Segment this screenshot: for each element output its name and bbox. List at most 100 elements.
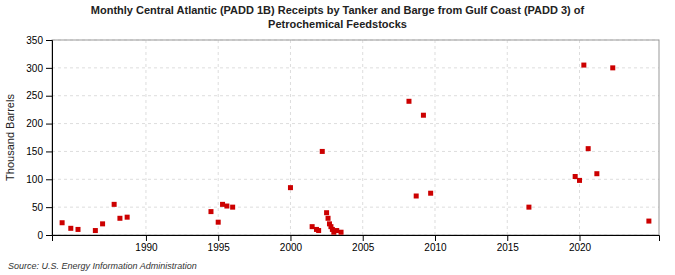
- point: [594, 171, 599, 176]
- point: [216, 220, 221, 225]
- x-grid-line: [218, 40, 219, 235]
- point: [334, 228, 339, 233]
- x-tick-mark: [435, 235, 436, 241]
- title: Monthly Central Atlantic (PADD 1B) Recei…: [91, 4, 585, 30]
- point: [316, 228, 321, 233]
- point: [586, 146, 591, 151]
- x-tick-mark: [507, 235, 508, 241]
- point: [320, 149, 325, 154]
- y-tick: 50: [32, 202, 52, 213]
- plot: 1990 1995 2000 2005 2010 2015 2020 0 50 100 150 200…: [26, 35, 659, 253]
- point: [581, 63, 586, 68]
- y-tick-mark: [46, 96, 52, 97]
- y-tick-label: 300: [26, 63, 43, 74]
- y-grid-line: [52, 95, 659, 96]
- point: [310, 224, 315, 229]
- y-tick-label: 200: [26, 118, 43, 129]
- y-tick-mark: [46, 179, 52, 180]
- x-tick-label: 2000: [280, 242, 303, 253]
- y-tick-mark: [46, 235, 52, 236]
- point: [646, 219, 651, 224]
- x-tick-mark: [146, 235, 147, 241]
- y-tick-label: 350: [26, 35, 43, 46]
- x-tick-mark: [580, 235, 581, 241]
- y-tick: 0: [37, 230, 52, 241]
- point: [428, 191, 433, 196]
- point: [230, 205, 235, 210]
- x-grid-line: [579, 40, 580, 235]
- y-tick: 200: [26, 118, 52, 129]
- x-tick-mark: [290, 235, 291, 241]
- y-tick-label: 50: [32, 202, 44, 213]
- point: [93, 228, 98, 233]
- x-tick: 2020: [569, 235, 592, 253]
- y-grid-line: [52, 151, 659, 152]
- x-tick-label: 1990: [135, 242, 158, 253]
- y-grid-line: [52, 207, 659, 208]
- y-axis-line: [46, 41, 53, 236]
- y-grid-line: [52, 179, 659, 180]
- point: [288, 185, 293, 190]
- x-tick-mark: [363, 235, 364, 241]
- point: [112, 202, 117, 207]
- x-grid-line: [507, 40, 508, 235]
- y-tick-mark: [46, 124, 52, 125]
- source: Source: U.S. Energy Information Administ…: [8, 261, 197, 271]
- point: [526, 205, 531, 210]
- point: [421, 113, 426, 118]
- grid: [52, 40, 659, 235]
- point: [573, 174, 578, 179]
- point: [60, 220, 65, 225]
- y-tick: 350: [26, 35, 52, 46]
- x-tick: 2015: [497, 235, 520, 253]
- point: [117, 216, 122, 221]
- points: [60, 63, 652, 235]
- point: [577, 178, 582, 183]
- x-tick: 2005: [352, 235, 375, 253]
- y-tick: 150: [26, 146, 52, 157]
- x-grid-line: [362, 40, 363, 235]
- y-tick-label: 250: [26, 90, 43, 101]
- y-tick: 300: [26, 63, 52, 74]
- x-tick-label: 2005: [352, 242, 375, 253]
- point: [610, 65, 615, 70]
- x-tick-mark: [218, 235, 219, 241]
- point: [220, 202, 225, 207]
- frame: [52, 40, 659, 235]
- x-grid-line: [145, 40, 146, 235]
- point: [406, 99, 411, 104]
- x-grid-line: [434, 40, 435, 235]
- x-grid-line: [290, 40, 291, 235]
- point: [208, 209, 213, 214]
- x-tick-label: 1995: [208, 242, 231, 253]
- point: [76, 227, 81, 232]
- y-axis: 0 50 100 150 200 250 300 350: [26, 35, 52, 241]
- x-tick-label: 2020: [569, 242, 592, 253]
- y-tick-mark: [46, 68, 52, 69]
- x-tick: 2010: [424, 235, 447, 253]
- y-grid-line: [52, 123, 659, 124]
- point: [414, 194, 419, 199]
- chart: Monthly Central Atlantic (PADD 1B) Recei…: [0, 0, 675, 275]
- y-tick: 250: [26, 90, 52, 101]
- x-tick: 2000: [280, 235, 303, 253]
- y-tick-mark: [46, 40, 52, 41]
- point: [326, 216, 331, 221]
- point: [68, 226, 73, 231]
- point: [224, 204, 229, 209]
- y-axis-label: Thousand Barrels: [4, 94, 16, 181]
- y-tick: 100: [26, 174, 52, 185]
- x-tick: 1995: [208, 235, 231, 253]
- y-tick-label: 0: [37, 230, 43, 241]
- point: [339, 230, 344, 235]
- y-tick-mark: [46, 207, 52, 208]
- y-grid-line: [52, 67, 659, 68]
- x-axis-line: [53, 236, 660, 242]
- point: [324, 210, 329, 215]
- x-tick: 1990: [135, 235, 158, 253]
- x-tick-label: 2010: [424, 242, 447, 253]
- y-tick-label: 100: [26, 174, 43, 185]
- y-tick-mark: [46, 151, 52, 152]
- x-axis: 1990 1995 2000 2005 2010 2015 2020: [53, 235, 660, 253]
- y-tick-label: 150: [26, 146, 43, 157]
